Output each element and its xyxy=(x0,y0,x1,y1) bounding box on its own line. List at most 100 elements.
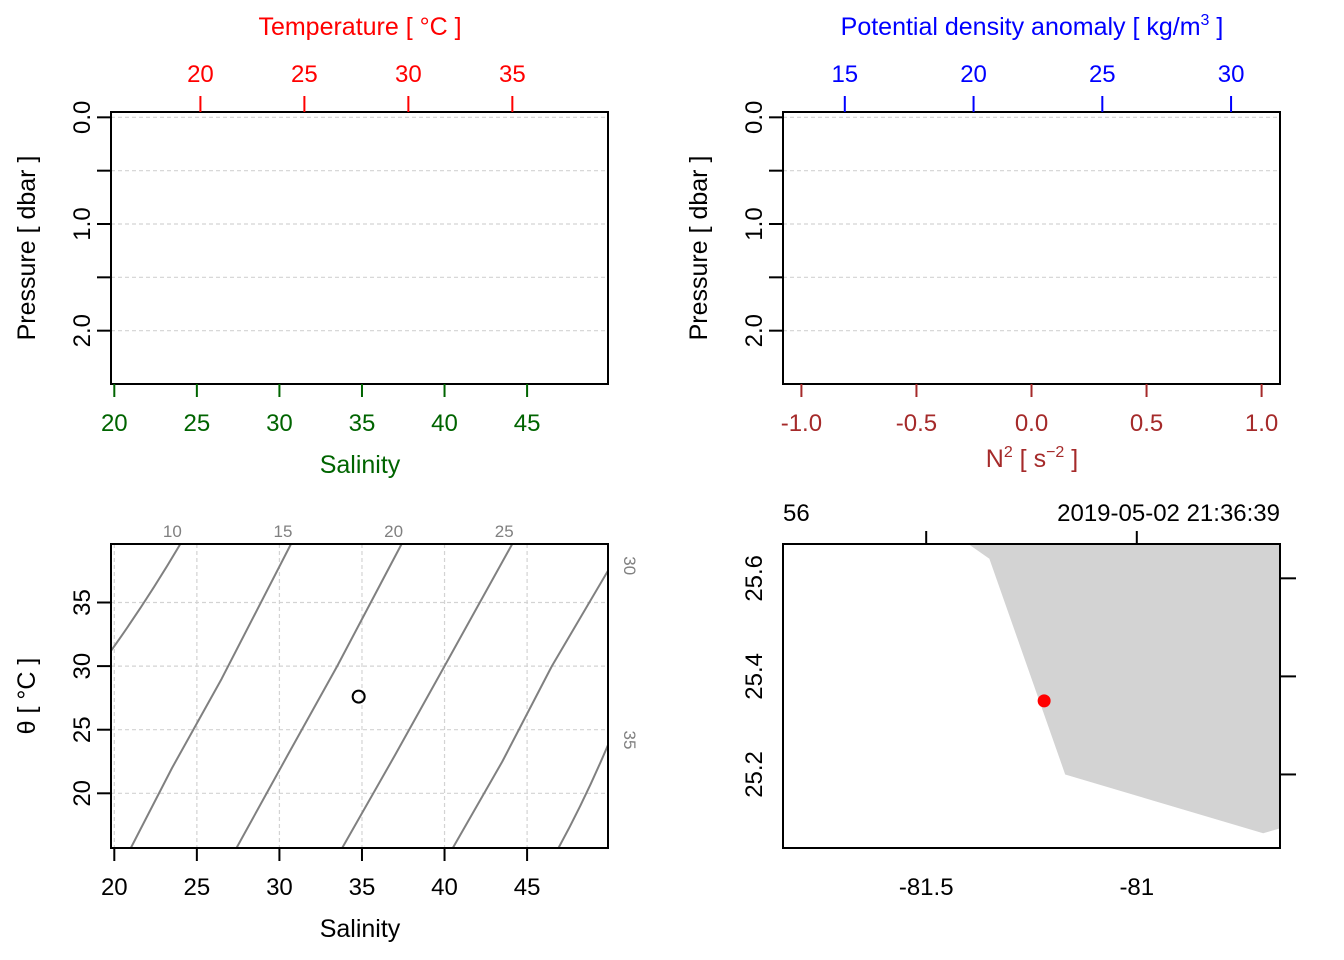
land-polygon xyxy=(968,544,1280,834)
pressure-axis-title-2: Pressure [ dbar ] xyxy=(685,156,713,341)
longitude-axis: -81.5 -81 xyxy=(899,874,1154,901)
pressure-axis: 0.0 1.0 2.0 xyxy=(69,101,111,347)
n2-title-base: N xyxy=(986,445,1004,473)
temperature-tick-label: 20 xyxy=(187,61,214,88)
theta-tick-label: 30 xyxy=(69,653,96,680)
pressure-axis-2: 0.0 1.0 2.0 xyxy=(741,101,783,347)
isopycnal-labels: 10 15 20 25 30 35 xyxy=(163,522,639,749)
isopycnal-label: 10 xyxy=(163,522,182,541)
n2-tick-label: 0.0 xyxy=(1015,410,1048,437)
salinity-axis-title: Salinity xyxy=(320,451,401,479)
station-marker-group xyxy=(1037,694,1051,708)
salinity-tick-label: 40 xyxy=(431,410,458,437)
ts-diagram-plot-frame xyxy=(110,543,609,849)
isopycnal-label: 15 xyxy=(274,522,293,541)
map-right-ticks xyxy=(1280,577,1296,776)
ts-salinity-tick-label: 45 xyxy=(514,874,541,901)
n2-tick-label: 0.5 xyxy=(1130,410,1163,437)
isopycnal-line xyxy=(129,544,292,848)
buoyancy-frequency-axis-title: N2 [ s−2 ] xyxy=(986,444,1078,473)
isopycnal-line xyxy=(451,570,608,848)
density-tick-label: 20 xyxy=(960,61,987,88)
longitude-tick-label: -81.5 xyxy=(899,874,954,901)
n2-tick-label: -0.5 xyxy=(896,410,937,437)
n2-tick-label: 1.0 xyxy=(1245,410,1278,437)
ts-data-points xyxy=(351,689,366,704)
salinity-tick-label: 20 xyxy=(101,410,128,437)
ts-salinity-tick-label: 25 xyxy=(184,874,211,901)
isopycnal-line xyxy=(341,544,514,848)
theta-tick-label: 25 xyxy=(69,716,96,743)
profile-density-gridlines xyxy=(783,116,1280,332)
salinity-tick-label: 25 xyxy=(184,410,211,437)
density-tick-label: 15 xyxy=(831,61,858,88)
latitude-tick-label: 25.6 xyxy=(741,555,768,602)
coastline-land xyxy=(968,544,1280,834)
pressure-tick-label: 2.0 xyxy=(69,314,96,347)
profile-density-plot-frame xyxy=(782,111,1281,385)
ts-salinity-axis: 20 25 30 35 40 45 xyxy=(101,848,540,901)
isopycnal-label: 25 xyxy=(495,522,514,541)
isopycnal-line xyxy=(235,544,403,848)
n2-title-superscript-1: 2 xyxy=(1004,444,1013,461)
density-axis-title: Potential density anomaly [ kg/m3 ] xyxy=(841,12,1224,41)
ts-salinity-tick-label: 30 xyxy=(266,874,293,901)
temperature-tick-label: 30 xyxy=(395,61,422,88)
station-time-label: 2019-05-02 21:36:39 xyxy=(1057,500,1280,527)
station-map-panel: -81.5 -81 25.2 25.4 25.6 56 2019-05-02 21:3… xyxy=(741,500,1296,901)
salinity-axis: 20 25 30 35 40 45 xyxy=(101,384,540,437)
pressure-tick-label-2: 1.0 xyxy=(741,207,768,240)
n2-title-mid: [ s xyxy=(1013,445,1046,473)
pressure-axis-title: Pressure [ dbar ] xyxy=(13,156,41,341)
isopycnal-lines xyxy=(111,544,608,848)
n2-title-superscript-2: −2 xyxy=(1046,444,1064,461)
isopycnal-line xyxy=(557,744,608,848)
theta-tick-label: 35 xyxy=(69,589,96,616)
map-top-ticks xyxy=(925,531,1138,544)
n2-tick-label: -1.0 xyxy=(781,410,822,437)
profile-ts-panel: 20 25 30 35 20 25 30 35 40 45 0.0 1.0 2.0 Temperat… xyxy=(13,13,609,479)
ts-salinity-tick-label: 35 xyxy=(349,874,376,901)
density-title-end: ] xyxy=(1209,13,1223,41)
latitude-axis: 25.2 25.4 25.6 xyxy=(741,555,768,798)
ts-salinity-tick-label: 40 xyxy=(431,874,458,901)
density-tick-label: 30 xyxy=(1218,61,1245,88)
station-map-plot-frame xyxy=(782,543,1281,849)
isopycnal-label: 20 xyxy=(384,522,403,541)
salinity-tick-label: 30 xyxy=(266,410,293,437)
ts-diagram-panel: 10 15 20 25 30 35 20 25 30 35 40 45 20 25 30 35 Salin… xyxy=(13,522,639,943)
pressure-tick-label: 0.0 xyxy=(69,101,96,134)
ts-data-point xyxy=(351,689,366,704)
longitude-tick-label: -81 xyxy=(1119,874,1154,901)
theta-axis-title: θ [ °C ] xyxy=(13,658,41,735)
pressure-tick-label: 1.0 xyxy=(69,207,96,240)
n2-title-end: ] xyxy=(1064,445,1078,473)
ts-salinity-axis-title: Salinity xyxy=(320,915,401,943)
theta-tick-label: 20 xyxy=(69,780,96,807)
isopycnal-label: 35 xyxy=(620,731,639,750)
profile-density-panel: 15 20 25 30 -1.0 -0.5 0.0 0.5 1.0 0.0 1.0 2.0 Pot… xyxy=(685,12,1281,473)
temperature-axis: 20 25 30 35 xyxy=(187,61,526,112)
station-id-label: 56 xyxy=(783,500,810,527)
temperature-axis-title: Temperature [ °C ] xyxy=(258,13,461,41)
temperature-tick-label: 35 xyxy=(499,61,526,88)
density-axis: 15 20 25 30 xyxy=(831,61,1244,112)
theta-axis: 20 25 30 35 xyxy=(69,589,111,807)
pressure-tick-label-2: 0.0 xyxy=(741,101,768,134)
latitude-tick-label: 25.2 xyxy=(741,751,768,798)
isopycnal-label: 30 xyxy=(620,556,639,575)
density-title-superscript: 3 xyxy=(1201,12,1210,29)
ts-diagram-gridlines xyxy=(111,544,608,848)
profile-ts-gridlines xyxy=(111,116,608,332)
isopycnal-line xyxy=(111,544,182,652)
latitude-tick-label: 25.4 xyxy=(741,653,768,700)
profile-ts-plot-frame xyxy=(110,111,609,385)
buoyancy-frequency-axis: -1.0 -0.5 0.0 0.5 1.0 xyxy=(781,384,1278,437)
ts-salinity-tick-label: 20 xyxy=(101,874,128,901)
density-tick-label: 25 xyxy=(1089,61,1116,88)
density-title-text: Potential density anomaly [ kg/m xyxy=(841,13,1201,41)
pressure-tick-label-2: 2.0 xyxy=(741,314,768,347)
station-marker xyxy=(1037,694,1051,708)
salinity-tick-label: 45 xyxy=(514,410,541,437)
